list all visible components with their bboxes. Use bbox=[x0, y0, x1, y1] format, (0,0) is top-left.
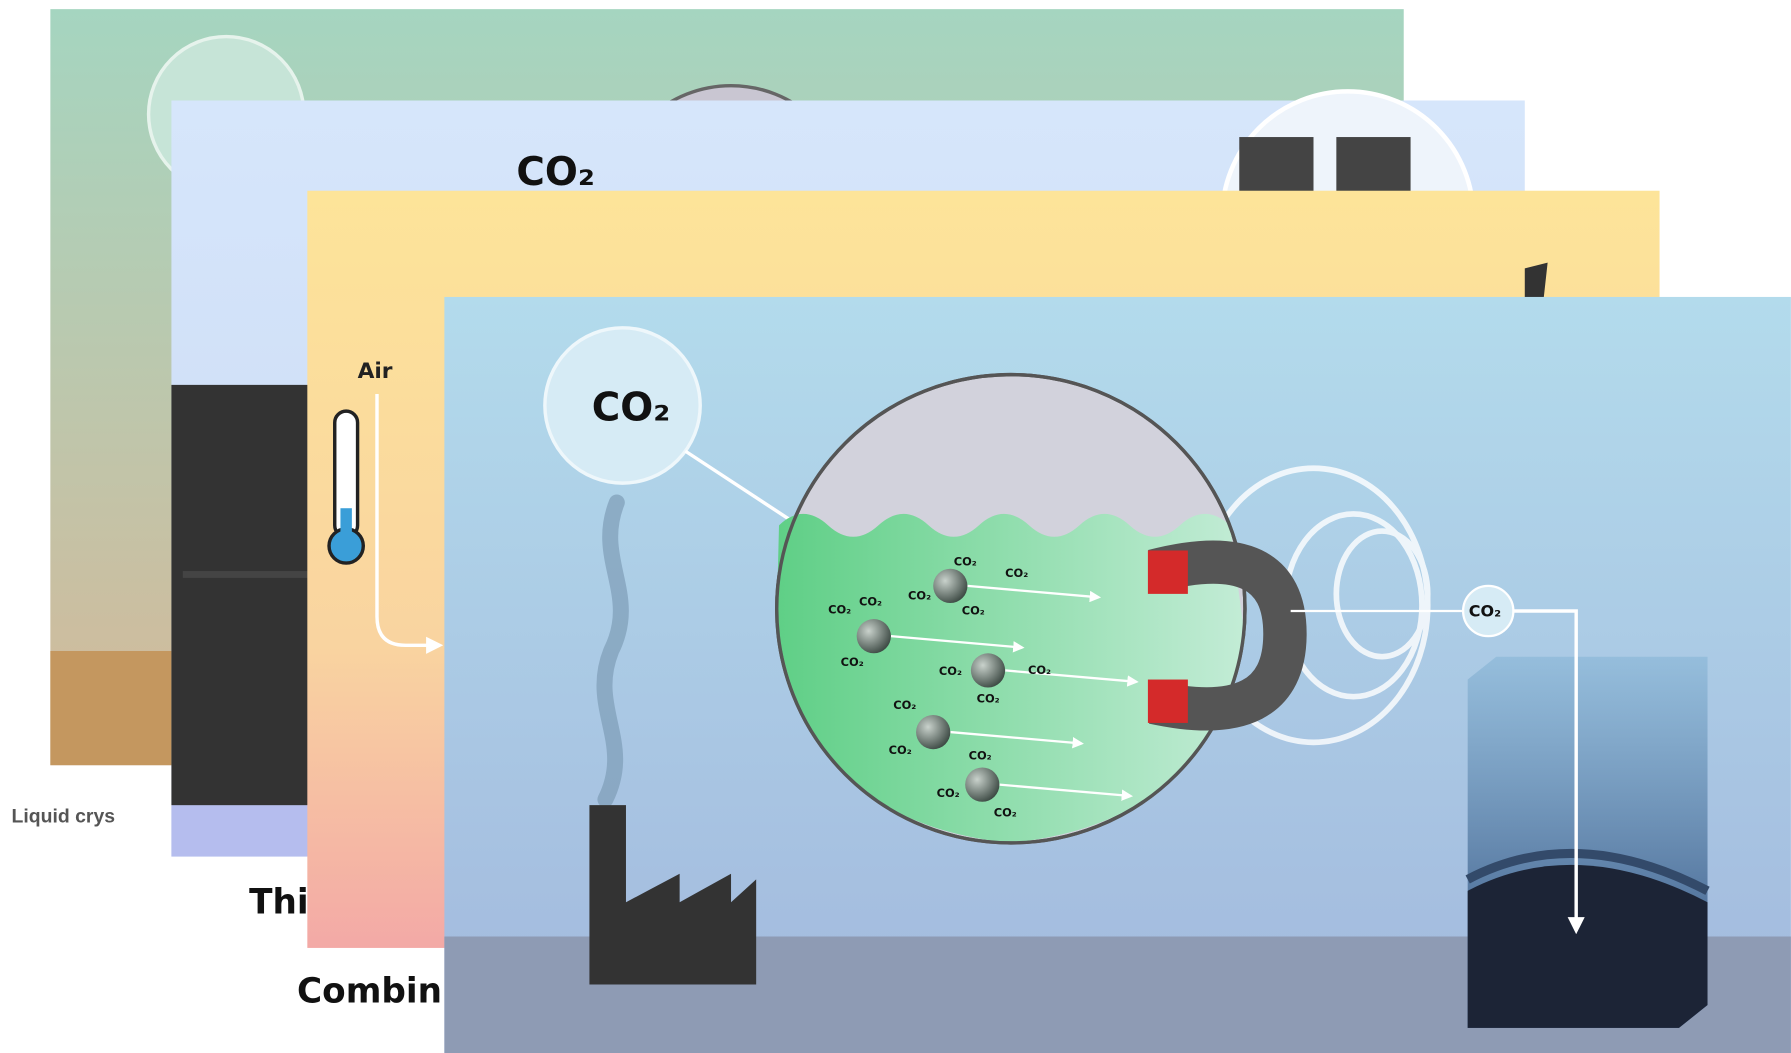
molecule bbox=[970, 653, 1006, 688]
molecule-label: CO₂ bbox=[977, 691, 1000, 705]
molecule-label: CO₂ bbox=[937, 786, 960, 800]
molecule-label: CO₂ bbox=[893, 698, 916, 712]
label: CO₂ bbox=[592, 385, 671, 430]
label: Air bbox=[358, 359, 393, 384]
molecule-label: CO₂ bbox=[1028, 663, 1051, 677]
arrow bbox=[999, 783, 1134, 801]
molecule-label: CO₂ bbox=[962, 603, 985, 617]
caption: Liquid crys bbox=[12, 805, 116, 827]
arrow bbox=[967, 584, 1102, 603]
molecule-label: CO₂ bbox=[1005, 566, 1028, 580]
molecule bbox=[916, 714, 951, 750]
arrow bbox=[1005, 669, 1139, 687]
molecule-label: CO₂ bbox=[889, 743, 912, 757]
molecule-label: CO₂ bbox=[828, 602, 851, 616]
molecule bbox=[856, 619, 891, 654]
arrow bbox=[890, 635, 1025, 653]
arrow bbox=[950, 730, 1084, 749]
molecule-label: CO₂ bbox=[939, 664, 962, 678]
molecule-label: CO₂ bbox=[841, 655, 864, 669]
molecule-label: CO₂ bbox=[969, 748, 992, 762]
molecule-label: CO₂ bbox=[994, 806, 1017, 820]
label: CO₂ bbox=[1469, 602, 1501, 621]
caption: Combin bbox=[297, 972, 442, 1012]
molecule-label: CO₂ bbox=[859, 594, 882, 608]
slide-card[interactable]: CO₂ CO₂ CO₂ CO₂ CO₂ CO₂ CO₂ CO₂ CO₂ CO₂ CO₂ CO₂ CO₂… bbox=[444, 296, 1791, 1053]
molecule bbox=[933, 568, 968, 604]
molecule-label: CO₂ bbox=[908, 589, 931, 603]
molecule bbox=[965, 767, 1000, 802]
molecule-label: CO₂ bbox=[954, 554, 977, 568]
label: CO₂ bbox=[516, 150, 595, 195]
caption: Thi bbox=[249, 883, 308, 923]
